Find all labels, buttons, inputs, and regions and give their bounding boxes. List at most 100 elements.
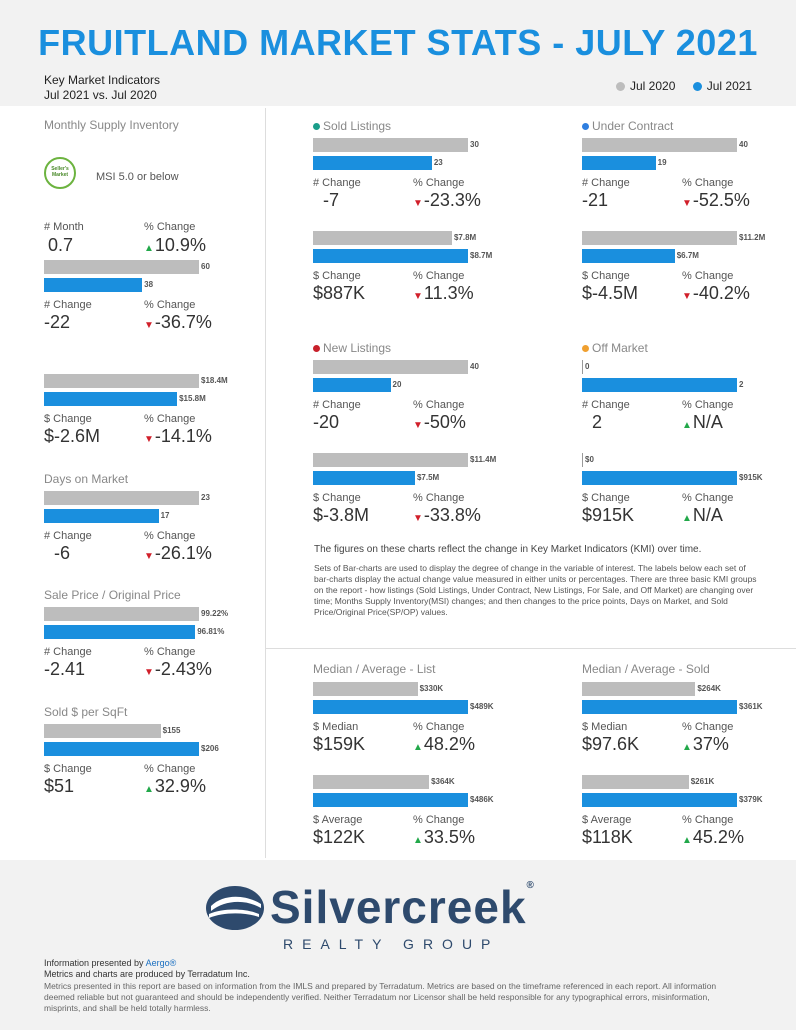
new-dollars-change-label: $ Change xyxy=(313,492,361,504)
logo-registered: ® xyxy=(526,880,535,891)
new-change-label: # Change xyxy=(313,399,361,411)
dom-pct-number: -26.1% xyxy=(154,543,212,563)
dom-pct-value: ▼-26.1% xyxy=(144,543,212,564)
sold-dollars-pct-value: ▼11.3% xyxy=(413,283,474,304)
uc-pct-value: ▼-52.5% xyxy=(682,190,750,211)
down-arrow-icon: ▼ xyxy=(682,198,692,209)
off-bar-current xyxy=(582,378,737,392)
uc-bar-current xyxy=(582,156,656,170)
msi-threshold-text: MSI 5.0 or below xyxy=(96,171,179,183)
sold-dollars-pct-label: % Change xyxy=(413,270,465,282)
for-sale-bar-prior xyxy=(44,260,199,274)
new-bar-prior-label: 40 xyxy=(470,362,479,371)
sold-dollars-bar-current xyxy=(313,249,468,263)
new-title-text: New Listings xyxy=(323,341,392,355)
off-dollars-change-label: $ Change xyxy=(582,492,630,504)
list-avg-bar-current xyxy=(313,793,468,807)
for-sale-bar-prior-label: 60 xyxy=(201,262,210,271)
uc-dollars-pct-value: ▼-40.2% xyxy=(682,283,750,304)
sqft-pct-value: ▲32.9% xyxy=(144,776,206,797)
sold-dollars-bar-current-label: $8.7M xyxy=(470,251,493,260)
uc-bar-current-label: 19 xyxy=(657,158,667,167)
sold-dollars-pct-number: 11.3% xyxy=(423,283,474,303)
uc-change-label: # Change xyxy=(582,177,630,189)
new-title: New Listings xyxy=(313,341,391,355)
new-dollars-bar-current xyxy=(313,471,415,485)
sqft-bar-prior xyxy=(44,724,161,738)
legend-current-label: Jul 2021 xyxy=(706,79,753,93)
new-bar-current xyxy=(313,378,391,392)
disclaimer: Metrics presented in this report are bas… xyxy=(44,981,717,1013)
off-dollars-bar-current xyxy=(582,471,737,485)
sellers-market-badge-icon: Seller's Market xyxy=(44,157,76,189)
sqft-change-value: $51 xyxy=(44,776,75,796)
for-sale-dollars-pct-number: -14.1% xyxy=(154,426,212,446)
msi-month-label: # Month xyxy=(44,221,84,233)
list-median-title: Median / Average - List xyxy=(313,662,436,676)
sp-op-change-label: # Change xyxy=(44,646,92,658)
sqft-bar-current-label: $206 xyxy=(201,744,219,753)
uc-title-text: Under Contract xyxy=(592,119,674,133)
for-sale-bar-current-label: 38 xyxy=(144,280,154,289)
row-divider xyxy=(265,648,796,649)
off-pct-value: ▲N/A xyxy=(682,412,723,433)
sold-dollars-change-label: $ Change xyxy=(313,270,361,282)
up-arrow-icon: ▲ xyxy=(413,835,423,846)
up-arrow-icon: ▲ xyxy=(682,742,692,753)
down-arrow-icon: ▼ xyxy=(682,291,692,302)
off-bar-current-label: 2 xyxy=(739,380,744,389)
off-dollars-bar-current-label: $915K xyxy=(739,473,763,482)
msi-month-value: 0.7 xyxy=(48,235,74,255)
sold-avg-bar-prior-label: $261K xyxy=(690,777,715,786)
uc-change-value: -21 xyxy=(582,190,609,210)
aergo-link[interactable]: Aergo® xyxy=(145,958,177,968)
up-arrow-icon: ▲ xyxy=(682,835,692,846)
for-sale-pct-label: % Change xyxy=(144,299,196,311)
sold-avg-bar-prior xyxy=(582,775,689,789)
produced-by: Metrics and charts are produced by Terra… xyxy=(44,969,250,979)
list-median-pct-value: ▲48.2% xyxy=(413,734,475,755)
off-change-value: 2 xyxy=(592,412,603,432)
sqft-bar-prior-label: $155 xyxy=(162,726,181,735)
legend: Jul 2020 Jul 2021 xyxy=(616,79,752,93)
for-sale-dollars-bar-prior-label: $18.4M xyxy=(201,376,228,385)
sold-pct-value: ▼-23.3% xyxy=(413,190,481,211)
for-sale-change-value: -22 xyxy=(44,312,71,332)
off-bar-prior xyxy=(582,360,583,374)
sp-op-bar-prior xyxy=(44,607,199,621)
sold-median-bar-prior-label: $264K xyxy=(697,684,721,693)
sold-avg-bar-current-label: $379K xyxy=(739,795,763,804)
for-sale-dollars-bar-current-label: $15.8M xyxy=(179,394,206,403)
list-median-bar-current xyxy=(313,700,468,714)
sold-median-title-text: Median / Average - Sold xyxy=(582,662,710,676)
new-change-value: -20 xyxy=(313,412,340,432)
up-arrow-icon: ▲ xyxy=(144,243,154,254)
column-divider xyxy=(265,108,266,858)
uc-dollars-change-value: $-4.5M xyxy=(582,283,639,303)
dom-bar-prior-label: 23 xyxy=(201,493,210,502)
uc-dollars-bar-prior xyxy=(582,231,737,245)
sp-op-change-value: -2.41 xyxy=(44,659,86,679)
uc-dot-icon xyxy=(582,123,589,131)
sp-op-pct-number: -2.43% xyxy=(154,659,212,679)
new-dollars-pct-number: -33.8% xyxy=(423,505,481,525)
down-arrow-icon: ▼ xyxy=(144,667,154,678)
down-arrow-icon: ▼ xyxy=(413,291,423,302)
sp-op-title-text: Sale Price / Original Price xyxy=(44,588,181,602)
sp-op-pct-label: % Change xyxy=(144,646,196,658)
sqft-title: Sold $ per SqFt xyxy=(44,705,127,719)
list-median-bar-prior-label: $330K xyxy=(419,684,444,693)
down-arrow-icon: ▼ xyxy=(413,198,423,209)
list-median-bar-prior xyxy=(313,682,418,696)
subtitle-period: Jul 2021 vs. Jul 2020 xyxy=(44,88,157,102)
sold-median-bar-current-label: $361K xyxy=(739,702,763,711)
up-arrow-icon: ▲ xyxy=(682,420,692,431)
off-pct-number: N/A xyxy=(692,412,723,432)
sqft-pct-number: 32.9% xyxy=(154,776,206,796)
for-sale-dollars-change-label: $ Change xyxy=(44,413,92,425)
sqft-change-label: $ Change xyxy=(44,763,92,775)
off-dollars-pct-value: ▲N/A xyxy=(682,505,723,526)
new-dollars-change-value: $-3.8M xyxy=(313,505,370,525)
legend-prior-swatch xyxy=(616,82,625,92)
dom-title: Days on Market xyxy=(44,472,128,486)
